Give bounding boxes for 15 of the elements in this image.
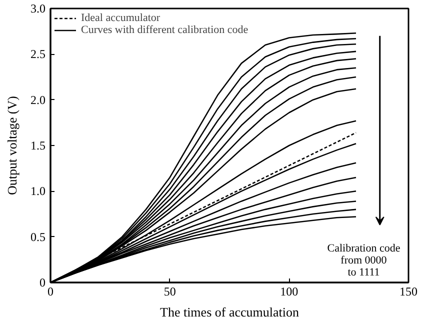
x-tick-label: 50 <box>164 284 176 298</box>
legend-label: Curves with different calibration code <box>81 24 248 36</box>
y-tick-label: 2.5 <box>30 47 46 62</box>
x-tick-label: 100 <box>280 284 298 298</box>
annotation: Calibration code from 0000 to 1111 <box>327 242 400 278</box>
y-tick-label: 1.0 <box>30 184 46 198</box>
x-tick-label: 150 <box>400 284 418 298</box>
y-tick-label: 1.5 <box>30 138 46 152</box>
y-tick-label: 3.0 <box>30 2 46 16</box>
y-tick-label: 2.0 <box>30 92 46 107</box>
y-axis-title: Output voltage (V) <box>4 96 20 195</box>
legend-label: Ideal accumulator <box>81 12 160 24</box>
y-tick-label: 0 <box>40 276 46 290</box>
x-axis-title: The times of accumulation <box>160 304 300 320</box>
y-tick-label: 0.5 <box>30 230 46 244</box>
